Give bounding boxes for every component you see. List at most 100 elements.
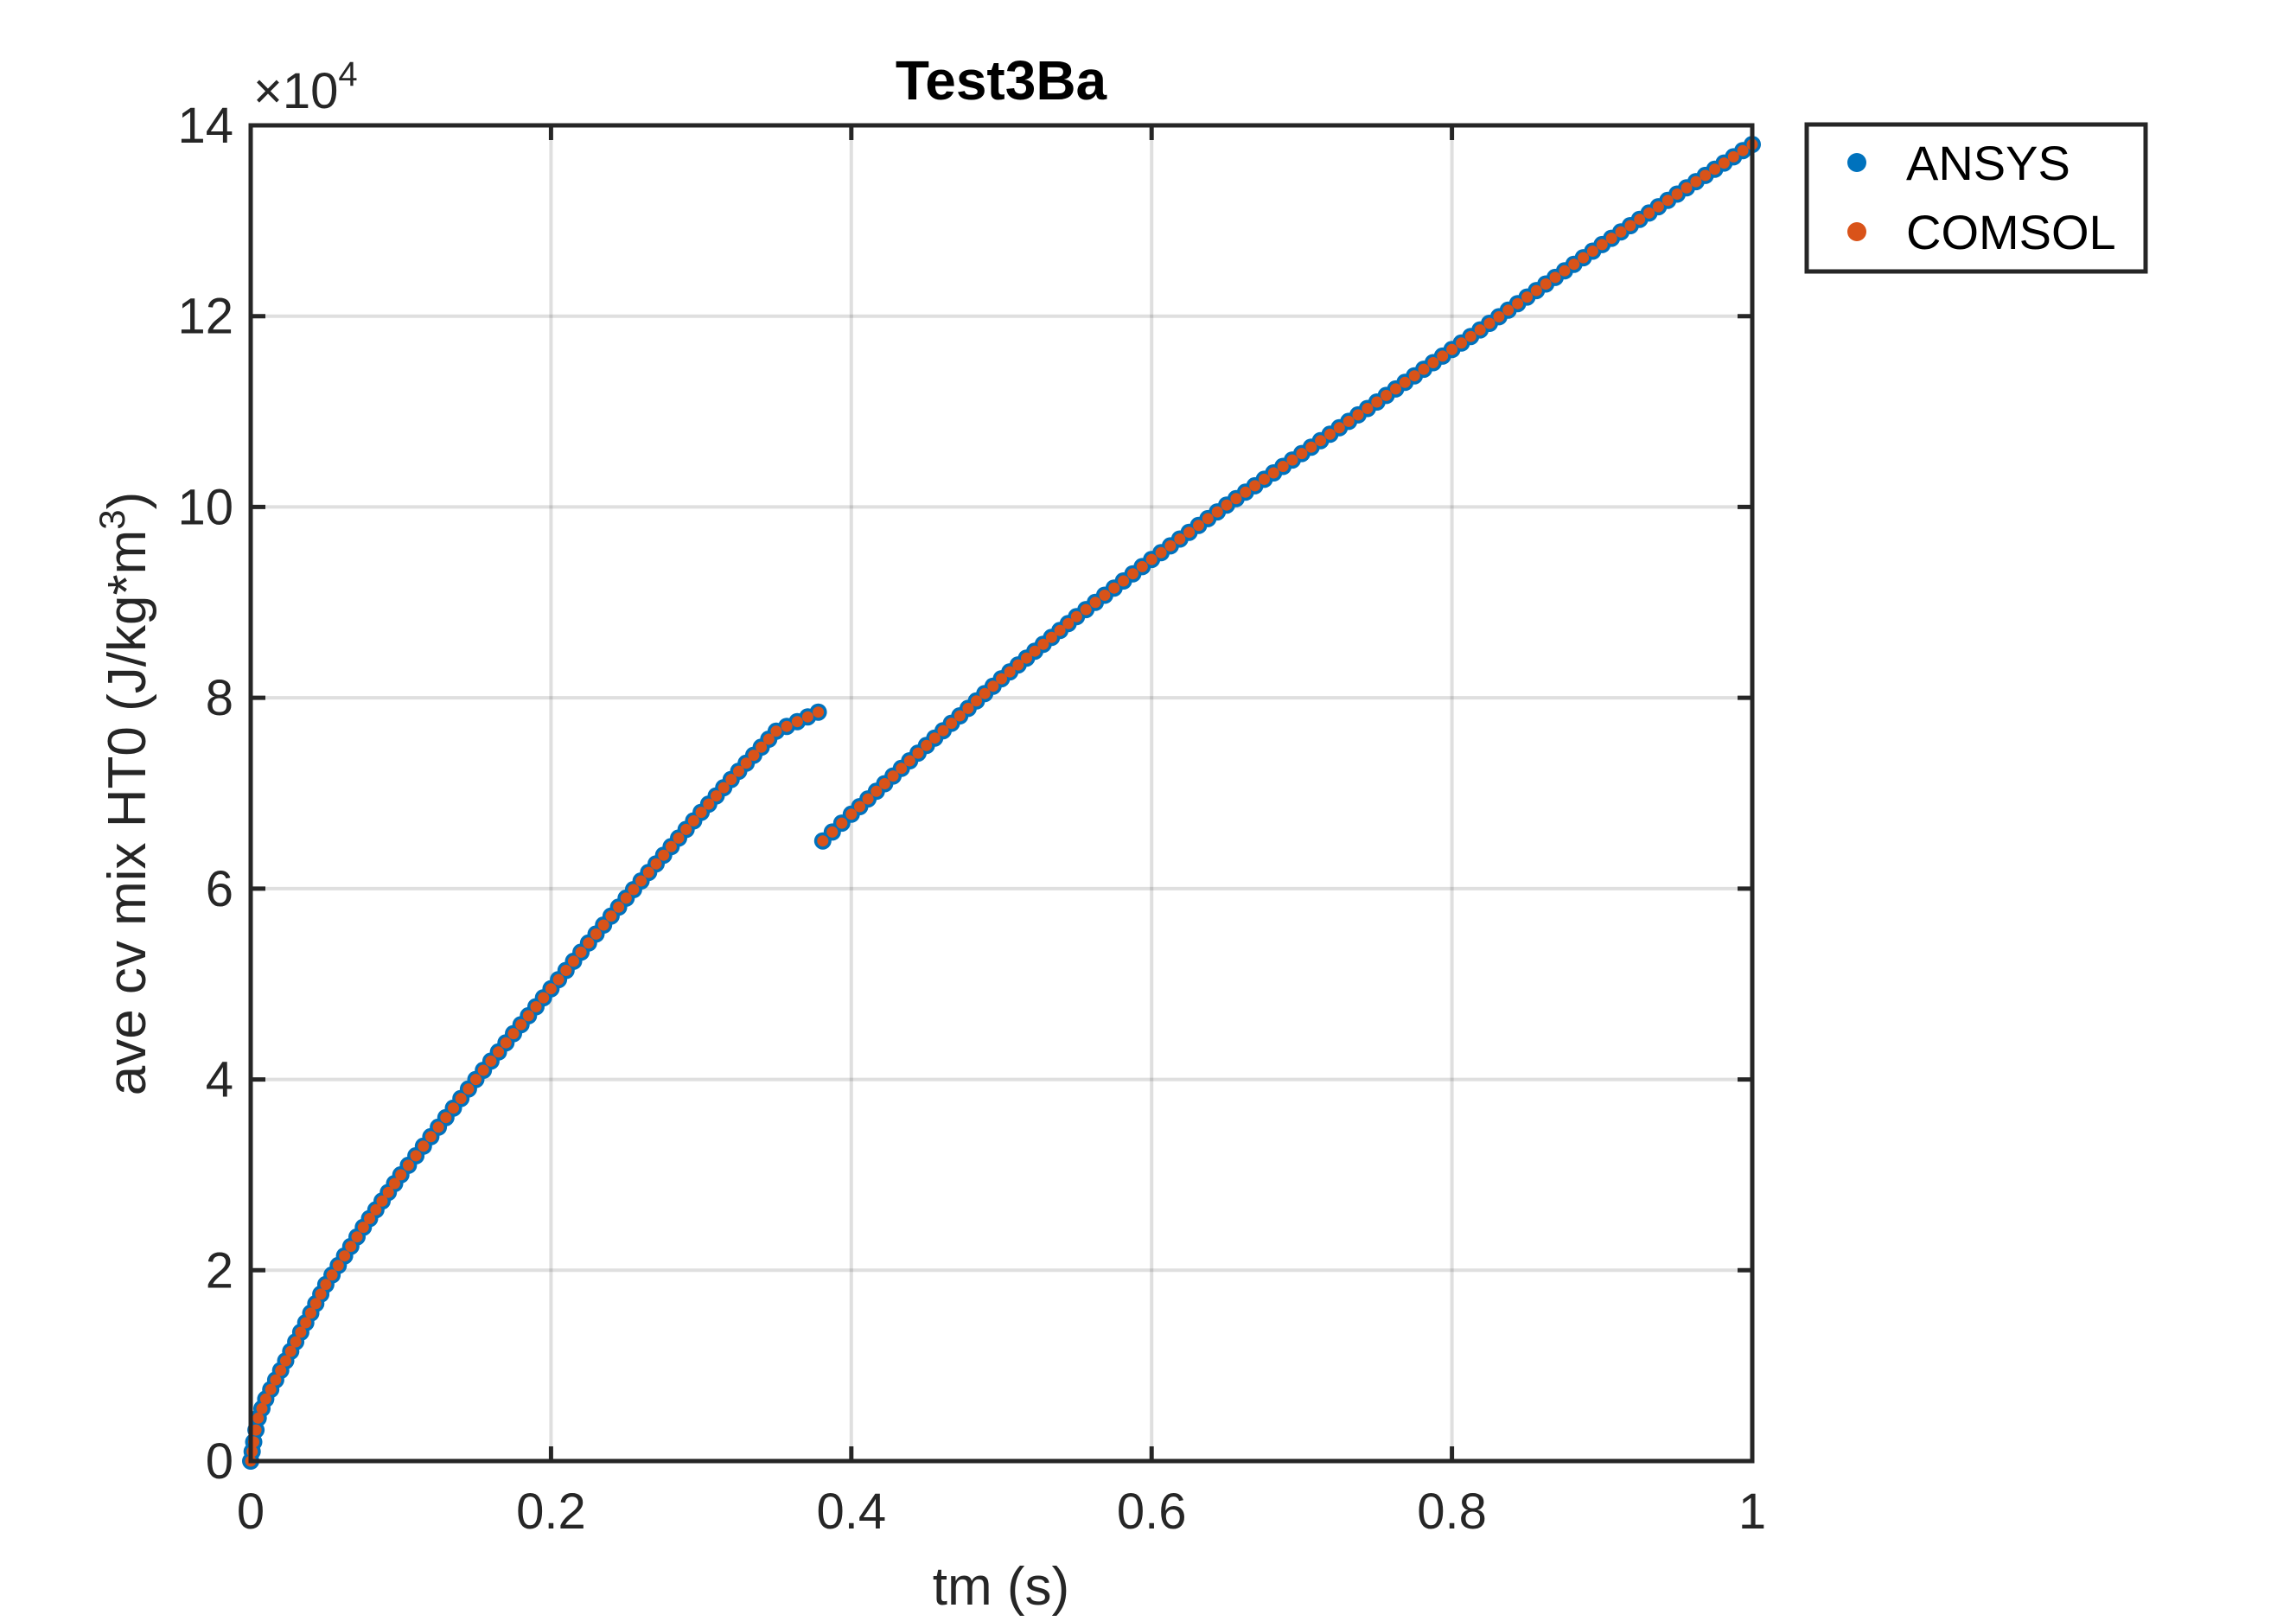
data-point — [389, 1177, 400, 1190]
data-point — [613, 901, 625, 913]
data-point — [315, 1288, 327, 1300]
data-point — [912, 747, 924, 759]
data-point — [1277, 461, 1289, 472]
data-point — [1605, 233, 1617, 245]
data-point — [1371, 396, 1383, 408]
data-point — [862, 793, 874, 805]
x-tick-label: 0.4 — [816, 1484, 886, 1540]
data-point — [1004, 666, 1016, 678]
data-point — [507, 1028, 520, 1040]
data-point — [826, 826, 839, 838]
data-point — [1474, 324, 1486, 336]
data-point — [485, 1055, 497, 1067]
data-point — [440, 1112, 452, 1124]
data-point — [1512, 297, 1524, 310]
data-point — [1230, 493, 1242, 505]
data-point — [971, 695, 982, 707]
data-point — [836, 817, 848, 829]
data-point — [1568, 258, 1580, 271]
data-point — [1362, 403, 1374, 414]
data-point — [351, 1231, 363, 1243]
data-point — [845, 808, 858, 820]
data-point — [1037, 638, 1049, 650]
data-point — [1324, 428, 1336, 440]
data-point — [1211, 506, 1223, 518]
data-point — [878, 778, 890, 789]
data-point — [382, 1186, 394, 1198]
y-exponent-power: 4 — [338, 55, 357, 93]
data-point — [642, 866, 654, 878]
data-point — [1070, 610, 1082, 622]
data-point — [326, 1269, 338, 1281]
x-tick-label: 0 — [237, 1484, 265, 1540]
data-point — [1681, 182, 1693, 194]
data-point — [996, 673, 1007, 685]
y-axis-label-end: ) — [98, 492, 157, 510]
data-point — [1540, 278, 1552, 290]
data-point — [300, 1317, 312, 1329]
data-point — [530, 1001, 542, 1012]
data-point — [250, 1424, 262, 1436]
data-point — [402, 1159, 414, 1171]
data-point — [725, 774, 737, 786]
data-point — [1737, 144, 1749, 156]
y-tick-label: 2 — [206, 1242, 233, 1299]
data-point — [887, 770, 899, 782]
y-tick-label: 12 — [177, 289, 233, 345]
data-point — [1054, 624, 1066, 636]
data-point — [1456, 337, 1467, 349]
data-point — [854, 801, 865, 813]
y-exponent-label: ×104 — [253, 55, 358, 119]
data-point — [1315, 435, 1327, 447]
data-point — [1624, 220, 1636, 232]
data-point — [605, 910, 617, 922]
data-point — [290, 1336, 302, 1348]
data-point — [1099, 590, 1111, 601]
data-point — [1174, 533, 1186, 545]
data-point — [748, 750, 760, 762]
data-point — [280, 1355, 291, 1367]
data-point — [733, 765, 744, 777]
data-point — [1183, 527, 1196, 539]
y-tick-label: 6 — [206, 861, 233, 917]
data-point — [424, 1131, 437, 1143]
data-point — [680, 823, 692, 835]
data-point — [252, 1412, 265, 1424]
data-point — [1296, 448, 1308, 460]
series-comsol — [245, 138, 1758, 1467]
data-point — [357, 1222, 369, 1234]
data-point — [410, 1150, 422, 1162]
data-point — [1427, 357, 1439, 368]
data-point — [256, 1402, 268, 1414]
data-point — [650, 858, 662, 870]
data-point — [770, 725, 782, 737]
data-point — [1267, 467, 1279, 479]
data-point — [1408, 370, 1420, 382]
legend-marker-ansys — [1847, 153, 1866, 172]
y-axis-label: ave cv mix HT0 (J/kg*m3) — [92, 492, 157, 1096]
data-point — [903, 755, 915, 767]
data-point — [703, 798, 715, 810]
data-point — [1062, 617, 1075, 629]
data-point — [781, 720, 793, 732]
data-point — [1437, 350, 1449, 362]
data-point — [1045, 631, 1057, 643]
data-point — [1012, 659, 1024, 671]
data-point — [1530, 284, 1542, 297]
data-point — [896, 763, 908, 775]
data-point — [259, 1393, 271, 1405]
data-point — [1021, 652, 1032, 664]
data-point — [1634, 214, 1646, 226]
data-point — [538, 992, 550, 1004]
data-point — [1145, 553, 1158, 565]
data-point — [590, 928, 602, 940]
data-point — [305, 1307, 316, 1319]
data-point — [1089, 597, 1101, 609]
data-point — [813, 706, 825, 718]
data-point — [309, 1298, 322, 1310]
data-point — [1080, 603, 1092, 616]
data-point — [1118, 575, 1130, 587]
data-point — [432, 1121, 444, 1133]
data-point — [1108, 582, 1120, 594]
